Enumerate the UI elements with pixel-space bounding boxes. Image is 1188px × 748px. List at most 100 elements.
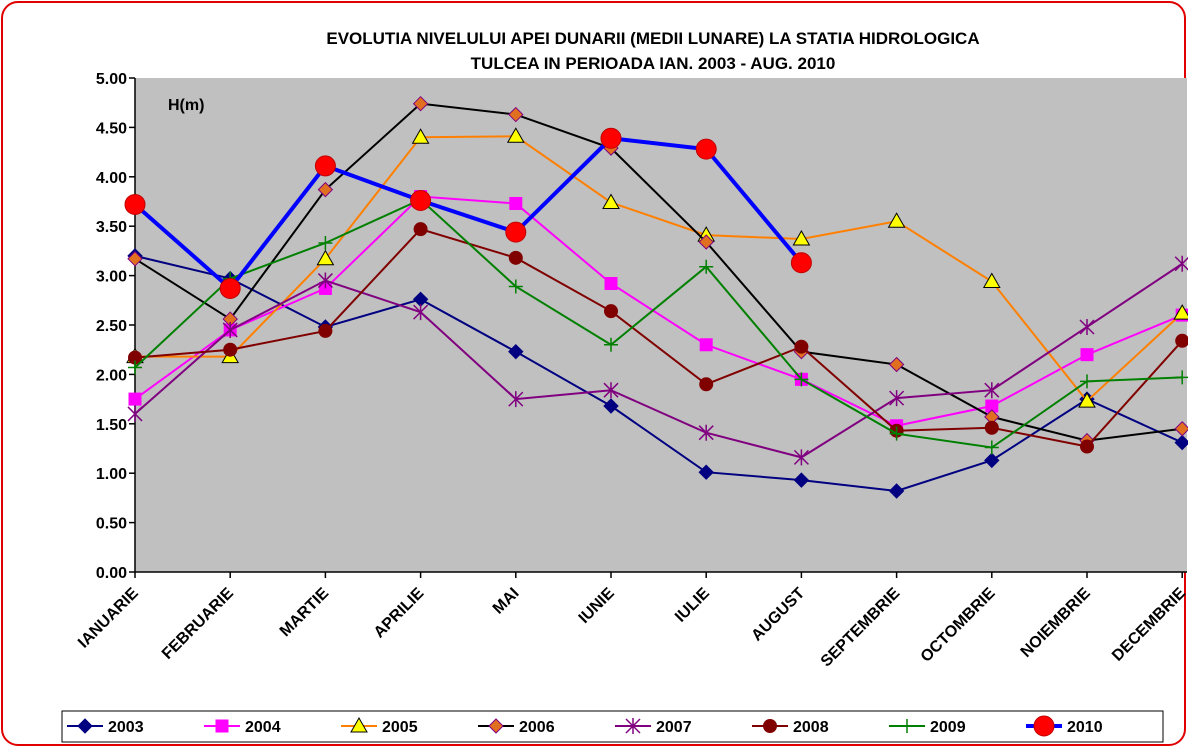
marker bbox=[1079, 318, 1095, 335]
y-tick-label: 5.00 bbox=[96, 71, 127, 88]
marker bbox=[984, 452, 1000, 469]
legend-label: 2007 bbox=[656, 719, 692, 736]
marker bbox=[488, 718, 504, 734]
marker bbox=[508, 279, 523, 294]
marker bbox=[1033, 715, 1055, 737]
marker bbox=[350, 716, 368, 733]
marker bbox=[698, 234, 714, 250]
marker bbox=[603, 382, 619, 399]
marker bbox=[509, 196, 523, 210]
marker bbox=[77, 718, 93, 734]
series-line bbox=[133, 136, 803, 292]
marker bbox=[219, 277, 241, 299]
marker bbox=[316, 249, 335, 266]
marker bbox=[1078, 392, 1096, 408]
series-line bbox=[134, 198, 1183, 449]
marker bbox=[508, 106, 524, 123]
marker bbox=[763, 719, 777, 733]
marker bbox=[128, 360, 142, 375]
legend-label: 2003 bbox=[108, 719, 144, 736]
marker bbox=[793, 472, 810, 488]
marker bbox=[413, 222, 428, 237]
legend-label: 2008 bbox=[793, 719, 829, 736]
marker bbox=[1174, 434, 1188, 451]
series-line bbox=[134, 195, 1183, 427]
marker bbox=[1080, 348, 1094, 362]
y-tick-label: 2.00 bbox=[96, 367, 127, 384]
marker bbox=[1173, 304, 1188, 320]
chart-title: EVOLUTIA NIVELULUI APEI DUNARII (MEDII L… bbox=[326, 29, 979, 48]
y-tick-label: 0.00 bbox=[96, 565, 127, 582]
marker bbox=[508, 343, 524, 360]
marker bbox=[1174, 421, 1188, 437]
axis-annotation: H(m) bbox=[168, 97, 204, 114]
marker bbox=[984, 382, 1000, 399]
marker bbox=[222, 321, 238, 338]
y-tick-label: 0.50 bbox=[96, 516, 127, 533]
marker bbox=[603, 398, 619, 414]
marker bbox=[699, 377, 714, 392]
series-line bbox=[134, 262, 1183, 459]
marker bbox=[410, 190, 432, 212]
chart-title: TULCEA IN PERIOADA IAN. 2003 - AUG. 2010 bbox=[471, 54, 836, 73]
marker bbox=[984, 420, 999, 435]
marker bbox=[505, 221, 527, 243]
marker bbox=[1174, 255, 1188, 272]
marker bbox=[792, 230, 811, 246]
y-tick-label: 3.00 bbox=[96, 269, 127, 286]
marker bbox=[888, 483, 905, 499]
y-tick-label: 3.50 bbox=[96, 219, 127, 236]
series-line bbox=[134, 228, 1183, 448]
y-tick-label: 1.50 bbox=[96, 417, 127, 434]
marker bbox=[604, 277, 618, 291]
marker bbox=[604, 304, 618, 319]
marker bbox=[223, 342, 238, 357]
marker bbox=[984, 440, 999, 455]
legend-label: 2006 bbox=[519, 719, 555, 736]
marker bbox=[318, 235, 333, 250]
marker bbox=[604, 337, 618, 352]
legend-label: 2010 bbox=[1067, 719, 1103, 736]
legend-label: 2005 bbox=[382, 719, 418, 736]
marker bbox=[314, 155, 336, 177]
marker bbox=[602, 193, 620, 209]
marker bbox=[1175, 370, 1188, 385]
marker bbox=[124, 193, 146, 215]
marker bbox=[698, 424, 714, 441]
marker bbox=[317, 181, 334, 198]
marker bbox=[790, 252, 812, 274]
marker bbox=[982, 272, 1001, 289]
y-tick-label: 4.50 bbox=[96, 120, 127, 137]
series-line bbox=[134, 102, 1183, 442]
series-line bbox=[135, 135, 1183, 403]
marker bbox=[318, 323, 333, 338]
marker bbox=[794, 339, 809, 354]
marker bbox=[888, 356, 905, 373]
marker bbox=[695, 138, 717, 160]
y-tick-label: 1.00 bbox=[96, 466, 127, 483]
legend-label: 2009 bbox=[930, 719, 966, 736]
marker bbox=[887, 212, 906, 228]
marker bbox=[1080, 439, 1094, 454]
marker bbox=[412, 95, 429, 112]
marker bbox=[699, 259, 714, 274]
plot-area bbox=[135, 78, 1187, 572]
y-tick-label: 2.50 bbox=[96, 318, 127, 335]
legend-label: 2004 bbox=[245, 719, 281, 736]
marker bbox=[698, 464, 714, 480]
marker bbox=[794, 372, 809, 387]
marker bbox=[889, 390, 905, 407]
marker bbox=[127, 405, 143, 422]
marker bbox=[128, 392, 142, 406]
marker bbox=[600, 127, 622, 149]
marker bbox=[127, 251, 143, 267]
y-tick-label: 4.00 bbox=[96, 170, 127, 187]
marker bbox=[411, 128, 430, 144]
marker bbox=[1175, 333, 1188, 348]
series-line bbox=[134, 254, 1183, 493]
marker bbox=[508, 391, 524, 408]
marker bbox=[793, 449, 809, 466]
legend bbox=[61, 710, 1164, 743]
marker bbox=[900, 719, 914, 733]
